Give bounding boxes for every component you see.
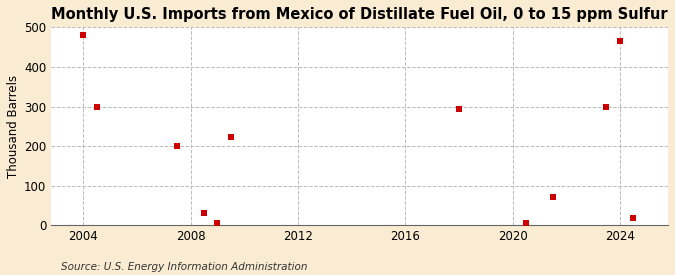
Point: [601, 104, 612, 109]
Point: [454, 106, 464, 111]
Y-axis label: Thousand Barrels: Thousand Barrels: [7, 75, 20, 178]
Point: [172, 144, 183, 148]
Point: [628, 216, 639, 221]
Point: [198, 211, 209, 215]
Point: [547, 195, 558, 199]
Title: Monthly U.S. Imports from Mexico of Distillate Fuel Oil, 0 to 15 ppm Sulfur: Monthly U.S. Imports from Mexico of Dist…: [51, 7, 668, 22]
Point: [614, 39, 625, 43]
Point: [91, 104, 102, 109]
Text: Source: U.S. Energy Information Administration: Source: U.S. Energy Information Administ…: [61, 262, 307, 272]
Point: [520, 221, 531, 226]
Point: [212, 221, 223, 226]
Point: [225, 135, 236, 140]
Point: [78, 33, 89, 37]
